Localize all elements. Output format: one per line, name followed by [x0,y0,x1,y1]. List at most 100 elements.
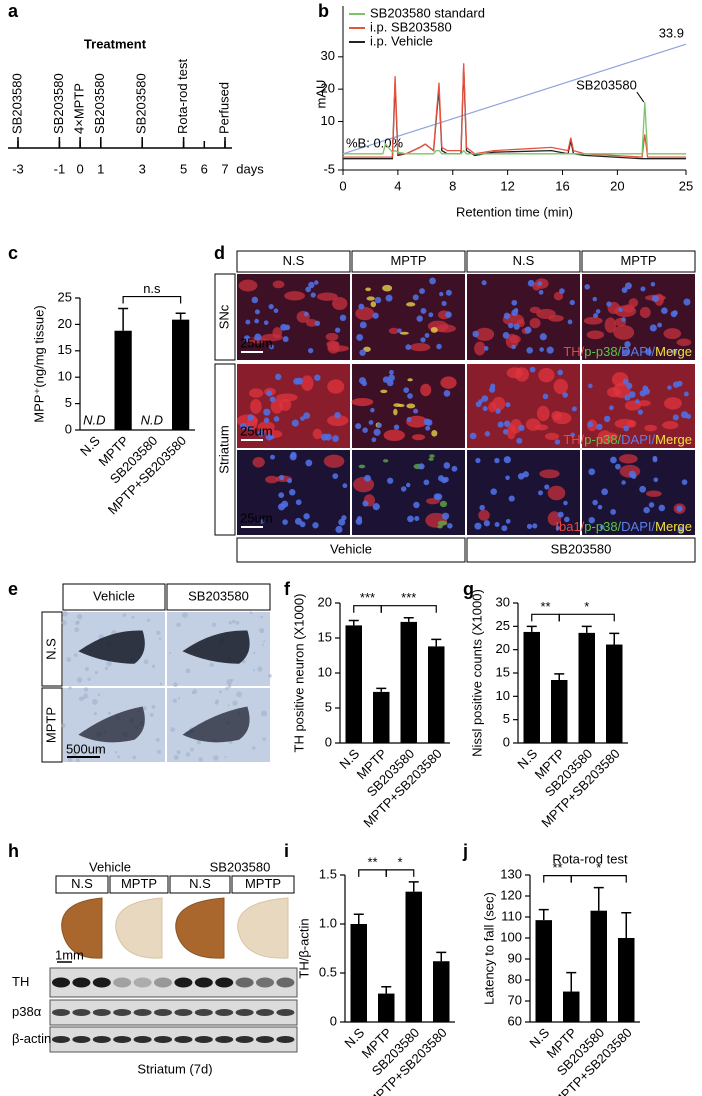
nucleus [542,393,549,400]
nucleus [278,474,285,481]
nucleus [364,474,371,482]
section-texture [169,651,172,654]
striatum-section [175,897,225,959]
nucleus [626,382,633,389]
nucleus [441,300,447,307]
cell-stain [597,430,612,444]
nucleus [524,326,532,334]
nucleus [588,383,593,389]
nucleus [503,312,511,320]
nucleus [624,282,632,290]
column-header: N.S [71,876,93,891]
x-tick-label: 12 [500,178,514,193]
nucleus [275,373,282,381]
nucleus [284,324,291,331]
nucleus [513,308,519,313]
nucleus [475,401,482,408]
nucleus [610,456,617,464]
bar [350,924,367,1022]
x-tick-label: 5 [180,161,187,176]
blot-caption: Striatum (7d) [137,1061,212,1076]
y-tick-label: 20 [58,316,72,331]
nucleus [538,289,544,295]
column-header-box [236,250,351,273]
nucleus [511,344,516,350]
section-texture [172,698,177,703]
series-line [343,63,686,158]
significance-label: n.s [143,281,161,296]
nucleus [429,277,436,285]
section-texture [227,704,230,707]
nucleus [667,385,672,390]
nucleus [245,319,251,325]
cell-stain [547,485,566,501]
group-label-box [236,537,466,563]
nucleus [490,488,497,495]
nucleus [555,525,561,531]
nucleus [672,414,679,421]
blot-band [174,977,193,988]
nucleus [640,286,646,292]
stain-name: Iba1/ [555,519,584,534]
nucleus [335,525,343,534]
bar [345,625,362,743]
nucleus [263,320,269,325]
blot-band [256,977,274,988]
nucleus [601,488,609,496]
nucleus [299,521,306,528]
bar [433,961,450,1022]
cell-stain [506,367,523,379]
micrograph [352,274,465,360]
y-tick-label: 30 [496,594,510,609]
value-label: N.D [141,412,163,427]
nucleus [497,421,504,428]
event-label: Perfused [216,82,231,134]
cell-stain [492,396,506,411]
cell-stain [326,340,340,348]
cell-stain [529,317,541,329]
p-p38-stain [365,287,371,292]
row-label-box [214,273,236,361]
cell-stain [250,398,262,414]
nucleus [639,390,647,397]
section-texture [83,687,89,692]
nucleus [645,348,652,356]
nucleus [559,288,565,294]
nucleus [445,311,452,318]
nucleus [505,518,511,524]
nucleus [339,314,347,322]
nucleus [332,435,339,442]
y-axis-label: TH/β-actin [296,918,311,978]
cell-stain [272,327,283,339]
nucleus [672,381,680,388]
cell-stain [301,375,314,391]
nucleus [243,335,251,342]
nucleus [266,390,273,397]
nucleus [259,519,265,524]
section-texture [93,712,97,716]
panel-label: j [462,841,468,861]
section-texture [263,640,266,643]
p-p38-stain [430,326,438,333]
nucleus [539,333,547,341]
section-texture [68,686,72,690]
nucleus [324,433,332,441]
y-tick-label: 70 [508,992,522,1007]
y-axis-label: mAU [313,80,328,109]
micrograph: 25um [237,274,350,360]
nucleus [387,477,394,484]
error-bar [175,312,186,320]
nucleus [562,392,568,398]
y-tick-label: -5 [323,161,335,176]
error-bar [593,886,604,911]
section-texture [176,750,181,755]
stain-name: Merge [655,432,692,447]
nucleus [672,310,678,316]
blot-label: p38α [12,1004,42,1019]
cell-stain [606,387,622,398]
p-p38-stain [428,457,434,461]
nucleus [254,333,262,341]
nucleus [251,296,259,304]
section-texture [232,700,238,706]
